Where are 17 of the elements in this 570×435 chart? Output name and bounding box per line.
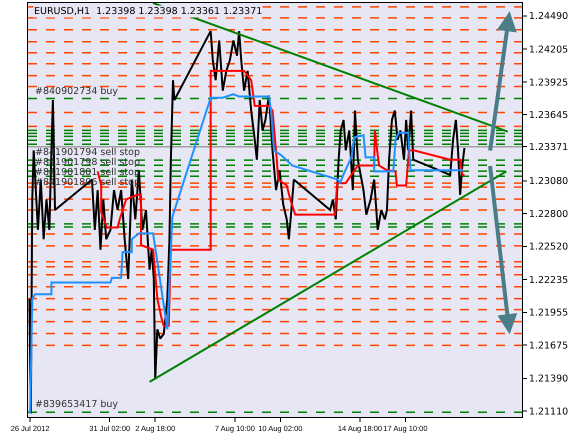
y-tick-label: 1.22520: [528, 242, 568, 253]
chart-title: EURUSD,H1 1.23398 1.23398 1.23361 1.23371: [34, 6, 262, 17]
y-tick-label: 1.22800: [528, 208, 568, 220]
y-tick-label: 1.24490: [528, 11, 568, 22]
y-tick-label: 1.23371: [528, 142, 568, 154]
y-tick-label: 1.23925: [528, 77, 568, 88]
y-tick-label: 1.24205: [528, 44, 568, 56]
line-series: [96, 70, 466, 327]
y-tick-label: 1.23645: [528, 110, 568, 122]
ref-line-label: #839653417 buy: [35, 399, 118, 410]
y-tick-label: 1.23080: [528, 176, 568, 188]
ref-line-label: #840902734 buy: [35, 86, 118, 97]
y-tick-label: 1.21955: [528, 308, 568, 319]
y-tick-label: 1.22235: [528, 274, 568, 286]
y-tick-label: 1.21675: [528, 340, 568, 352]
y-tick-label: 1.21110: [528, 406, 568, 418]
y-tick-label: 1.21390: [528, 374, 568, 385]
